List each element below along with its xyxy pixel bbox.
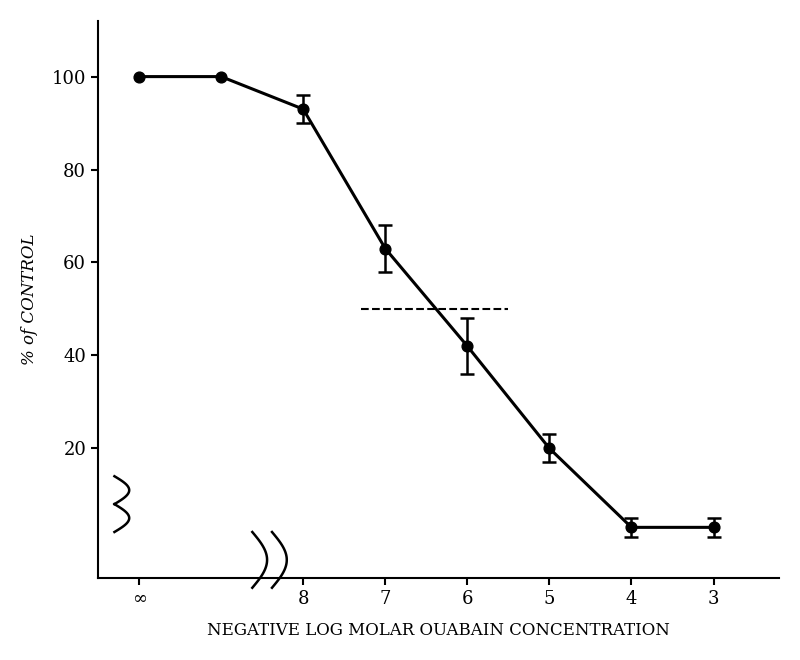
Point: [297, 104, 310, 114]
Point: [379, 244, 392, 254]
Point: [214, 71, 227, 82]
X-axis label: NEGATIVE LOG MOLAR OUABAIN CONCENTRATION: NEGATIVE LOG MOLAR OUABAIN CONCENTRATION: [207, 622, 670, 639]
Point: [133, 71, 146, 82]
Y-axis label: % of CONTROL: % of CONTROL: [21, 234, 38, 366]
Point: [625, 522, 638, 533]
Point: [707, 522, 720, 533]
Point: [461, 341, 474, 351]
Point: [543, 443, 556, 453]
